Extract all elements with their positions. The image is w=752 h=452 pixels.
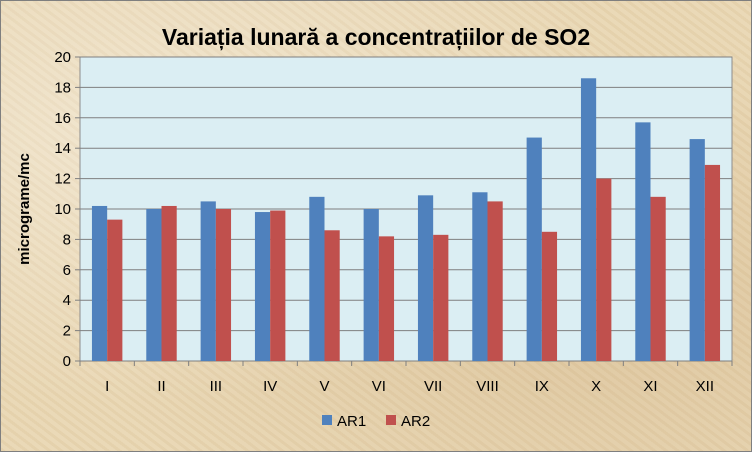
- bar-ar1-vii: [417, 195, 434, 361]
- x-axis-ticks: I II III IV V VI VII VIII IX X XI XII: [79, 361, 733, 395]
- bar-ar2-xi: [650, 196, 666, 361]
- bar-ar2-ix: [541, 231, 558, 361]
- y-tick-label: 20: [54, 49, 71, 66]
- legend-swatch-ar2: [386, 415, 396, 425]
- chart-title: Variația lunară a concentrațiilor de SO2: [162, 24, 590, 51]
- bar-ar1-iii: [200, 201, 216, 361]
- bar-ar1-ix: [526, 137, 542, 361]
- y-tick-label: 10: [54, 201, 71, 218]
- x-tick-label: IX: [535, 378, 549, 395]
- bar-ar2-viii: [487, 201, 503, 361]
- bar-ar1-iv: [254, 212, 271, 361]
- x-tick-label: X: [591, 378, 601, 395]
- x-tick-label: XI: [643, 378, 657, 395]
- legend-swatch-ar1: [322, 415, 332, 425]
- x-tick-label: VII: [424, 378, 442, 395]
- x-tick-label: I: [105, 378, 109, 395]
- legend-label-ar1: AR1: [337, 413, 366, 430]
- y-tick-label: 4: [63, 292, 71, 309]
- x-tick-label: IV: [263, 378, 277, 395]
- legend-label-ar2: AR2: [401, 413, 430, 430]
- bar-ar2-iv: [270, 210, 286, 361]
- bar-ar1-v: [309, 196, 325, 361]
- bar-ar1-x: [580, 78, 597, 361]
- x-tick-label: II: [157, 378, 165, 395]
- legend: AR1 AR2: [322, 413, 430, 430]
- bar-ar2-ii: [161, 205, 177, 361]
- y-tick-label: 14: [54, 140, 71, 157]
- y-tick-label: 8: [63, 231, 71, 248]
- bar-ar2-vi: [378, 236, 395, 361]
- x-tick-label: III: [210, 378, 223, 395]
- x-tick-label: XII: [696, 378, 714, 395]
- y-tick-label: 12: [54, 171, 71, 188]
- bar-ar2-i: [107, 219, 123, 361]
- x-tick-label: V: [319, 378, 329, 395]
- bar-ar2-vii: [433, 234, 449, 361]
- bar-ar1-i: [91, 205, 108, 361]
- y-tick-label: 2: [63, 323, 71, 340]
- y-tick-label: 16: [54, 110, 71, 127]
- y-tick-label: 6: [63, 262, 71, 279]
- y-axis-title: micrograme/mc: [16, 153, 33, 265]
- x-tick-label: VI: [372, 378, 386, 395]
- bar-ar1-viii: [472, 192, 488, 361]
- bar-ar2-v: [324, 230, 340, 361]
- bar-ar1-xii: [689, 139, 705, 361]
- bar-ar2-x: [596, 178, 612, 361]
- y-tick-label: 18: [54, 79, 71, 96]
- bar-ar2-iii: [215, 209, 232, 361]
- y-tick-label: 0: [63, 353, 71, 370]
- x-tick-label: VIII: [476, 378, 499, 395]
- bar-ar1-ii: [146, 209, 162, 361]
- bar-ar1-vi: [363, 209, 379, 361]
- bars: [91, 78, 721, 361]
- y-axis-ticks: 0 2 4 6 8 10 12 14 16 18 20: [54, 49, 71, 370]
- bar-ar1-xi: [635, 122, 651, 361]
- bar-ar2-xii: [704, 164, 721, 361]
